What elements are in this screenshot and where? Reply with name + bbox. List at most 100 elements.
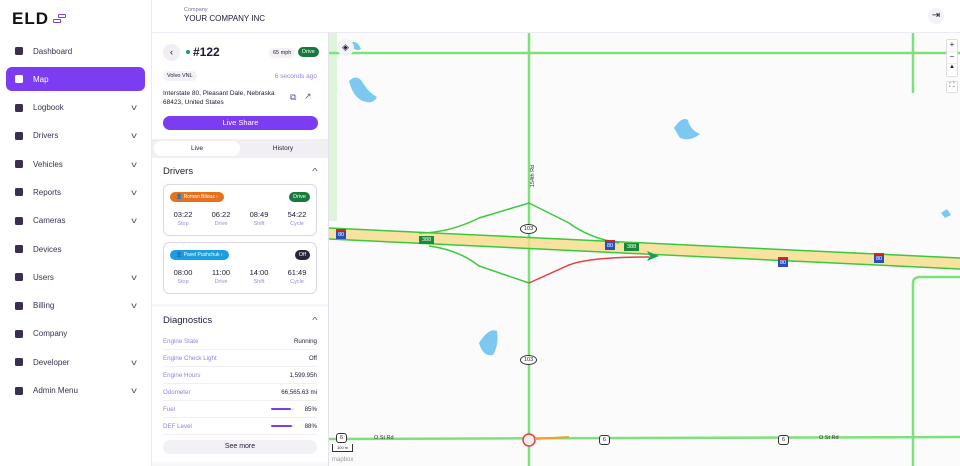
sidebar-item-vehicles[interactable]: Vehicles v	[6, 152, 145, 176]
driver-name-button[interactable]: 👤 Pavel Pushchuk ›	[170, 250, 229, 260]
map-canvas	[329, 33, 960, 466]
driver-icon	[15, 131, 23, 140]
unit-number: #122	[193, 45, 220, 59]
chevron-up-icon[interactable]: ^	[312, 166, 318, 176]
sidebar-item-developer[interactable]: Developer v	[6, 350, 145, 374]
sidebar-item-billing[interactable]: Billing v	[6, 294, 145, 318]
us6-shield: 6	[599, 435, 611, 445]
mapbox-attribution: mapbox	[332, 457, 354, 463]
route-103-shield: 103	[520, 224, 538, 234]
chevron-down-icon: v	[131, 159, 137, 169]
company-name[interactable]: YOUR COMPANY INC	[184, 14, 266, 23]
sidebar-item-reports[interactable]: Reports v	[6, 180, 145, 204]
back-button[interactable]: ‹	[163, 44, 180, 61]
logo[interactable]: ELD	[12, 9, 67, 29]
sidebar-item-admin-menu[interactable]: Admin Menu v	[6, 379, 145, 403]
timer: 03:22 Stop	[173, 210, 193, 227]
driver-card: 👤 Roman Bilous › Drive 03:22 Stop 06:22 Drive…	[163, 184, 317, 236]
speed-badge: 65 mph	[269, 48, 296, 58]
park-area	[329, 33, 337, 221]
tab-history[interactable]: History	[272, 145, 294, 152]
us6-shield: 6	[336, 433, 348, 443]
sidebar-item-company[interactable]: Company	[6, 322, 145, 346]
model-badge: Volvo VNL	[163, 71, 197, 81]
copy-icon[interactable]: ⧉	[290, 92, 297, 102]
store-icon	[15, 329, 23, 338]
route-388-shield: 388	[419, 236, 435, 244]
sidebar-item-cameras[interactable]: Cameras v	[6, 209, 145, 233]
zoom-in-button[interactable]: +	[947, 40, 957, 52]
logout-icon[interactable]: ⇥	[928, 8, 944, 24]
diagnostic-row: Engine Hours 1,599.95h	[163, 367, 317, 384]
fullscreen-icon[interactable]: ⛶	[946, 81, 958, 93]
sidebar-item-devices[interactable]: Devices	[6, 237, 145, 261]
sidebar: ELD Dashboard Map Logbook v Drivers v Vehicles…	[0, 0, 152, 466]
timer: 08:00 Stop	[173, 268, 193, 285]
timer: 61:49 Cycle	[287, 268, 307, 285]
header: Company YOUR COMPANY INC ⇥	[152, 0, 960, 33]
section-title: Drivers	[163, 165, 194, 177]
chevron-down-icon: v	[131, 103, 137, 113]
last-updated: 6 seconds ago	[274, 73, 317, 80]
interstate-80	[329, 227, 960, 270]
road-label: 154th Rd	[530, 164, 537, 188]
roundabout	[522, 433, 536, 447]
driver-status-badge: Drive	[289, 192, 310, 202]
layers-icon	[15, 358, 23, 367]
vehicle-panel: ‹ #122 65 mph Drive Volvo VNL 6 seconds …	[152, 33, 329, 466]
truck-icon	[15, 160, 23, 169]
sidebar-item-drivers[interactable]: Drivers v	[6, 124, 145, 148]
zoom-control: + − ▲	[946, 39, 958, 77]
diagnostic-row: Engine Check Light Off	[163, 350, 317, 367]
zoom-out-button[interactable]: −	[947, 52, 957, 64]
users-icon	[15, 273, 23, 282]
external-link-icon[interactable]: ↗	[304, 91, 312, 101]
device-icon	[15, 245, 23, 254]
ramp	[534, 436, 570, 440]
map[interactable]: ◈ 154th Rd 103 103 388 388 80 80 80 80 6 6 6 O St Rd…	[329, 33, 960, 466]
chevron-down-icon: v	[131, 131, 137, 141]
sidebar-item-users[interactable]: Users v	[6, 265, 145, 289]
sidebar-item-logbook[interactable]: Logbook v	[6, 96, 145, 120]
interchange-ramps	[418, 202, 650, 284]
live-share-button[interactable]: Live Share	[163, 116, 318, 130]
drivers-section: Drivers ^ 👤 Roman Bilous › Drive 03:22 Stop 0…	[152, 158, 328, 304]
level-bar	[270, 407, 295, 410]
pie-chart-icon	[15, 386, 23, 395]
company-label: Company	[184, 7, 208, 13]
logo-mark-icon	[53, 14, 67, 24]
billing-icon	[15, 301, 23, 310]
sidebar-item-dashboard[interactable]: Dashboard	[6, 39, 145, 63]
lake	[349, 77, 377, 103]
chevron-down-icon: v	[131, 216, 137, 226]
vehicle-arrow-icon[interactable]	[647, 251, 659, 261]
road-label: O St Rd	[819, 435, 839, 441]
diagnostic-row: Engine State Running	[163, 333, 317, 350]
compass-icon[interactable]: ▲	[949, 64, 955, 70]
driver-card: 👤 Pavel Pushchuk › Off 08:00 Stop 11:00 Drive…	[163, 242, 317, 294]
sidebar-item-map[interactable]: Map	[6, 67, 145, 92]
section-title: Diagnostics	[163, 314, 213, 326]
interstate-shield: 80	[336, 229, 347, 239]
lake	[674, 119, 700, 140]
route-103-shield: 103	[520, 355, 538, 365]
timer: 14:00 Shift	[249, 268, 269, 285]
driver-name-button[interactable]: 👤 Roman Bilous ›	[170, 192, 224, 202]
layers-icon[interactable]: ◈	[337, 39, 354, 56]
logbook-icon	[15, 103, 23, 112]
road-label: O St Rd	[374, 435, 394, 441]
report-icon	[15, 188, 23, 197]
timer: 06:22 Drive	[211, 210, 231, 227]
online-dot	[186, 50, 190, 54]
tab-live[interactable]: Live	[154, 141, 240, 156]
chevron-up-icon[interactable]: ^	[312, 315, 318, 325]
driver-status-badge: Off	[294, 250, 310, 260]
timer: 08:49 Shift	[249, 210, 269, 227]
chevron-down-icon: v	[131, 301, 137, 311]
see-more-button[interactable]: See more	[163, 440, 317, 454]
tabs: Live History	[152, 139, 328, 158]
timer: 54:22 Cycle	[287, 210, 307, 227]
sidebar-nav: Dashboard Map Logbook v Drivers v Vehicles v Rep…	[6, 39, 145, 407]
timer: 11:00 Drive	[211, 268, 231, 285]
interstate-shield: 80	[874, 253, 885, 263]
